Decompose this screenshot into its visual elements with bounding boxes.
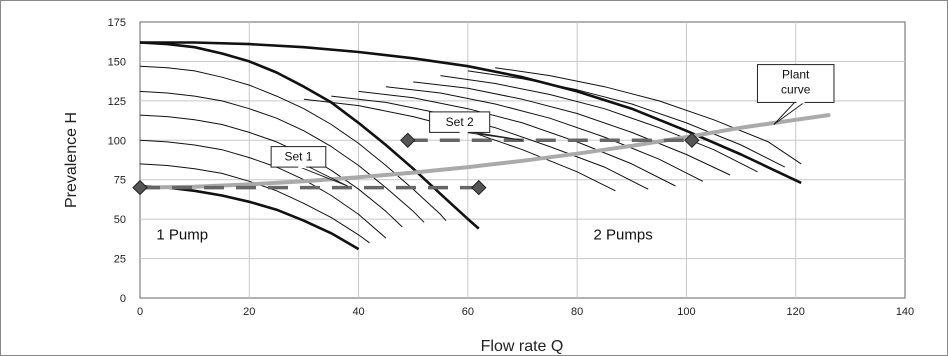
operating-point-marker-3 (400, 132, 416, 148)
two-pump-curve-3 (358, 90, 676, 187)
y-tick-label-50: 50 (114, 214, 126, 226)
y-tick-label-75: 75 (114, 175, 126, 187)
y-axis-title: Prevalence H (63, 112, 80, 208)
y-tick-label-125: 125 (108, 96, 126, 108)
set-lines (140, 138, 692, 190)
operating-point-marker-1 (132, 179, 148, 196)
x-tick-label-120: 120 (787, 306, 805, 318)
single-pump-curve-7 (139, 41, 480, 230)
two-pump-curve-8 (495, 67, 802, 165)
plot-area-frame (139, 21, 906, 299)
x-axis-title: Flow rate Q (481, 338, 564, 355)
tick-labels: 0 20 40 60 80 100 120 140 0 25 50 75 100 125 150 175 (108, 17, 915, 318)
single-pump-curve-3 (139, 139, 387, 239)
callout-text-1-1: Set 1 (284, 150, 312, 164)
operating-point-marker-2 (471, 179, 487, 196)
y-tick-label-25: 25 (114, 254, 126, 266)
callout-text-2-1: Set 2 (446, 115, 474, 129)
callout-box-3 (756, 64, 835, 103)
two-pump-curve-9 (140, 41, 802, 185)
y-tick-label-150: 150 (108, 56, 126, 68)
x-tick-label-40: 40 (352, 306, 364, 318)
plant-curve (138, 113, 831, 190)
single-pump-curve-5 (139, 90, 425, 223)
plant-curve-line (138, 113, 831, 190)
two-pump-curve-6 (440, 75, 758, 173)
callout-box-2 (429, 111, 491, 133)
callout-text-3-1: Plant (782, 68, 810, 82)
x-tick-label-140: 140 (896, 306, 914, 318)
two-pump-curve-5 (413, 81, 731, 176)
two-pump-curve-2 (331, 95, 649, 190)
y-tick-label-175: 175 (108, 17, 126, 29)
x-tick-label-0: 0 (137, 306, 143, 318)
x-tick-label-60: 60 (462, 306, 474, 318)
grid (140, 22, 905, 298)
x-tick-label-80: 80 (571, 306, 583, 318)
x-tick-label-20: 20 (243, 306, 255, 318)
operating-points (132, 132, 700, 196)
x-tick-label-100: 100 (677, 306, 695, 318)
single-pump-curve-4 (139, 114, 403, 228)
callout-text-3-2: curve (781, 83, 811, 97)
two-pump-curve-7 (467, 70, 786, 168)
y-tick-label-100: 100 (108, 135, 126, 147)
region-label-1: 1 Pump (156, 227, 208, 244)
region-label-2: 2 Pumps (594, 227, 653, 244)
two-pump-curve-4 (385, 86, 704, 182)
y-tick-label-0: 0 (120, 293, 126, 305)
operating-point-marker-4 (684, 132, 700, 148)
region-labels: 1 Pump 2 Pumps (156, 227, 652, 244)
single-pump-curve-2 (139, 163, 370, 244)
